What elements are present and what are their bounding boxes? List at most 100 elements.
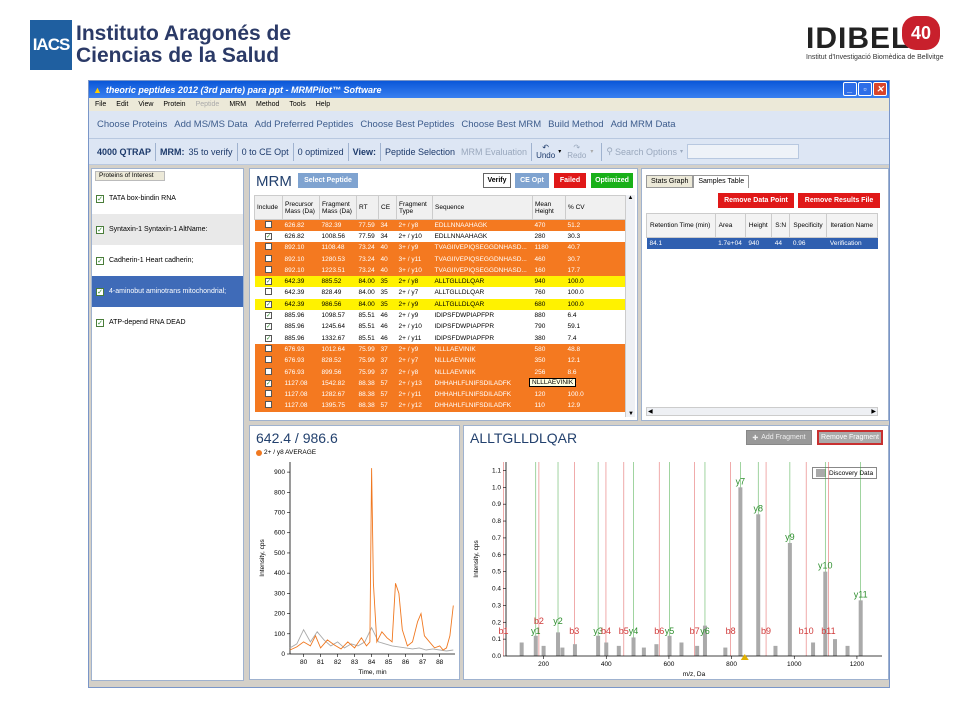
table-row[interactable]: ✓ 885.96 1332.67 85.51 46 2+ / y11 IDIPSFDWPIA… [254, 332, 627, 344]
view-peptide-selection[interactable]: Peptide Selection [384, 146, 456, 157]
failed-button[interactable]: Failed [554, 173, 586, 188]
table-row[interactable]: 676.93 828.52 75.99 37 2+ / y7 NLLLAEVINIK 350… [254, 355, 627, 367]
add-fragment-button[interactable]: ✚ Add Fragment [746, 430, 812, 445]
include-checkbox[interactable] [265, 265, 272, 273]
scroll-left-icon[interactable]: ◀ [648, 409, 653, 415]
menu-edit[interactable]: Edit [116, 101, 129, 108]
include-checkbox[interactable] [265, 243, 272, 251]
include-checkbox[interactable] [265, 367, 272, 375]
col-ce[interactable]: CE [378, 195, 397, 220]
include-checkbox[interactable]: ✓ [265, 278, 272, 286]
remove-fragment-button[interactable]: Remove Fragment [817, 430, 883, 445]
include-checkbox[interactable] [265, 254, 272, 262]
table-row[interactable]: 892.10 1223.51 73.24 40 3+ / y10 TVAGIIVEPIQS… [254, 264, 627, 276]
remove-results-file-button[interactable]: Remove Results File [798, 193, 880, 208]
col-mean-height[interactable]: Mean Height [532, 195, 566, 220]
menu-mrm[interactable]: MRM [229, 101, 247, 108]
col-retention-time[interactable]: Retention Time (min) [646, 213, 716, 238]
mrm-table-scrollbar[interactable]: ▲ ▼ [625, 195, 635, 417]
optimized-button[interactable]: Optimized [591, 173, 633, 188]
col-rt[interactable]: RT [356, 195, 379, 220]
include-checkbox[interactable]: ✓ [265, 334, 272, 342]
table-row[interactable]: ✓ 642.39 986.56 84.00 35 2+ / y9 ALLTGLLDLQAR 6… [254, 298, 627, 310]
table-row[interactable]: 84.1 1.7e+04 940 44 0.96 Verification [646, 237, 878, 249]
protein-checkbox[interactable]: ✓ [96, 318, 104, 327]
menu-method[interactable]: Method [256, 101, 280, 108]
include-checkbox[interactable] [265, 344, 272, 352]
protein-item[interactable]: ✓ Cadherin-1 Heart cadherin; [92, 245, 243, 276]
include-checkbox[interactable] [265, 390, 272, 398]
col-fragment[interactable]: Fragment Mass (Da) [319, 195, 357, 220]
menu-file[interactable]: File [95, 101, 107, 108]
table-row[interactable]: 676.93 1012.64 75.99 37 2+ / y9 NLLLAEVINIK 58… [254, 343, 627, 356]
table-row[interactable]: ✓ 885.96 1098.57 85.51 46 2+ / y9 IDIPSFDWPIAP… [254, 309, 627, 322]
table-row[interactable]: 892.10 1108.48 73.24 40 3+ / y9 TVAGIIVEPIQSE… [254, 242, 627, 254]
xic-chart[interactable]: 0 100 200 300 400 500 600 700 800 900 80 81 82 83 84 85… [250, 426, 461, 681]
protein-item[interactable]: ✓ ATP-depend RNA DEAD [92, 307, 243, 338]
protein-item[interactable]: ✓ Syntaxin-1 Syntaxin-1 AltName: [92, 214, 243, 245]
workflow-choose-proteins[interactable]: Choose Proteins [97, 119, 168, 130]
undo-dropdown-icon[interactable]: ▾ [558, 149, 562, 155]
search-input[interactable] [687, 144, 799, 159]
table-row[interactable]: 642.39 828.49 84.00 35 2+ / y7 ALLTGLLDLQAR 76… [254, 287, 627, 299]
minimize-button[interactable]: _ [843, 82, 857, 96]
search-options-dropdown-icon[interactable]: ▾ [679, 149, 683, 155]
search-options-label[interactable]: Search Options [614, 146, 677, 157]
menu-help[interactable]: Help [315, 101, 331, 108]
col-sn[interactable]: S:N [771, 213, 791, 238]
workflow-add-preferred[interactable]: Add Preferred Peptides [254, 119, 354, 130]
workflow-choose-best-mrm[interactable]: Choose Best MRM [461, 119, 542, 130]
tab-samples-table[interactable]: Samples Table [693, 175, 750, 188]
col-iteration-name[interactable]: Iteration Name [826, 213, 878, 238]
col-fragment-type[interactable]: Fragment Type [396, 195, 433, 220]
include-checkbox[interactable] [265, 220, 272, 228]
remove-data-point-button[interactable]: Remove Data Point [718, 193, 794, 208]
table-row[interactable]: 626.82 782.39 77.59 34 2+ / y8 EDLLNNAAHAGK 47… [254, 219, 627, 231]
col-sequence[interactable]: Sequence [432, 195, 533, 220]
include-checkbox[interactable]: ✓ [265, 300, 272, 308]
ce-opt-button[interactable]: CE Opt [515, 173, 549, 188]
workflow-build-method[interactable]: Build Method [548, 119, 604, 130]
maximize-button[interactable]: ▫ [858, 82, 872, 96]
include-checkbox[interactable]: ✓ [265, 323, 272, 331]
undo-button[interactable]: ↶ Undo [536, 143, 555, 160]
spectrum-chart[interactable]: 0.0 0.1 0.2 0.3 0.4 0.5 0.6 0.7 0.8 0.9 1.0 1.1 200 4… [464, 426, 890, 681]
include-checkbox[interactable] [265, 356, 272, 364]
include-checkbox[interactable] [265, 288, 272, 296]
table-row[interactable]: 892.10 1280.53 73.24 40 3+ / y11 TVAGIIVEPIQS… [254, 253, 627, 265]
verify-button[interactable]: Verify [483, 173, 511, 188]
table-row[interactable]: 1127.08 1395.75 88.38 57 2+ / y12 DHHAHLFLNIF… [254, 400, 627, 412]
menu-view[interactable]: View [138, 101, 154, 108]
table-row[interactable]: 676.93 899.56 75.99 37 2+ / y8 NLLLAEVINIK 256… [254, 366, 627, 378]
workflow-add-mrm-data[interactable]: Add MRM Data [610, 119, 676, 130]
table-row[interactable]: ✓ 626.82 1008.56 77.59 34 2+ / y10 EDLLNNAAHAG… [254, 230, 627, 243]
col-specificity[interactable]: Specificity [789, 213, 828, 238]
protein-item-selected[interactable]: ✓ 4-aminobut aminotrans mitochondrial; [92, 276, 243, 307]
include-checkbox[interactable] [265, 401, 272, 409]
menu-protein[interactable]: Protein [163, 101, 186, 108]
table-row[interactable]: ✓ 642.39 885.52 84.00 35 2+ / y8 ALLTGLLDLQAR 9… [254, 275, 627, 288]
samples-hscrollbar[interactable]: ◀ ▶ [646, 407, 878, 416]
table-row[interactable]: 1127.08 1282.67 88.38 57 2+ / y11 DHHAHLFLNIF… [254, 388, 627, 401]
protein-checkbox[interactable]: ✓ [96, 194, 104, 203]
include-checkbox[interactable]: ✓ [265, 379, 272, 387]
close-button[interactable]: ✕ [873, 82, 887, 96]
col-area[interactable]: Area [714, 213, 746, 238]
protein-checkbox[interactable]: ✓ [96, 256, 104, 265]
col-include[interactable]: Include [254, 195, 283, 220]
include-checkbox[interactable]: ✓ [265, 312, 272, 320]
scroll-up-icon[interactable]: ▲ [627, 195, 634, 201]
tab-stats-graph[interactable]: Stats Graph [646, 175, 694, 188]
table-row[interactable]: ✓ 885.96 1245.64 85.51 46 2+ / y10 IDIPSFDWPIA… [254, 321, 627, 333]
col-precursor[interactable]: Precursor Mass (Da) [282, 195, 320, 220]
workflow-add-msms[interactable]: Add MS/MS Data [174, 119, 248, 130]
protein-checkbox[interactable]: ✓ [96, 287, 104, 296]
protein-item[interactable]: ✓ TATA box-bindin RNA [92, 183, 243, 214]
col-height[interactable]: Height [744, 213, 773, 238]
include-checkbox[interactable]: ✓ [265, 232, 272, 240]
select-peptide-button[interactable]: Select Peptide [298, 173, 358, 188]
col-cv[interactable]: % CV [565, 195, 627, 220]
scroll-right-icon[interactable]: ▶ [871, 409, 876, 415]
menu-tools[interactable]: Tools [289, 101, 306, 108]
workflow-choose-best-peptides[interactable]: Choose Best Peptides [360, 119, 455, 130]
